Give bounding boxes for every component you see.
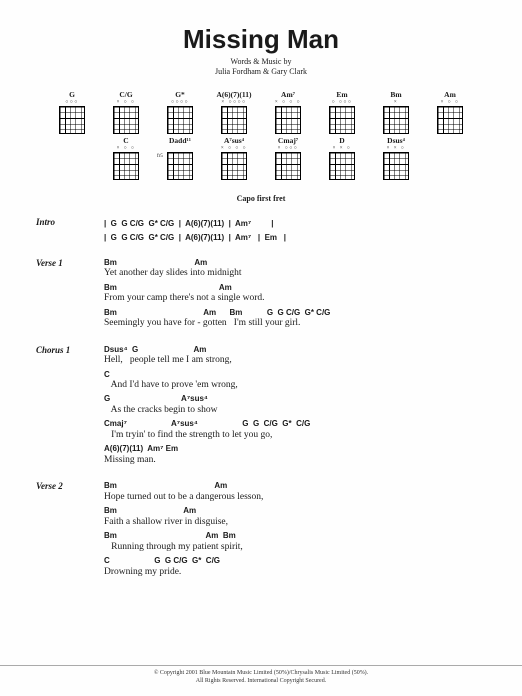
chord-diagram: G*○○○○ [157, 90, 203, 134]
chord-name: D [339, 136, 344, 145]
chord-diagram: C/G× ○ ○ [103, 90, 149, 134]
chord-line: A(6)(7)(11) Am⁷ Em [104, 444, 486, 454]
chord-name: C [123, 136, 128, 145]
chord-line: C [104, 370, 486, 380]
chord-name: C/G [119, 90, 132, 99]
chord-fret-label: fr5 [157, 154, 163, 159]
section-label: Verse 1 [36, 258, 104, 333]
chord-grid [275, 152, 301, 180]
lyric-line: I'm tryin' to find the strength to let y… [104, 429, 486, 441]
chord-line: Cmaj⁷ A⁷sus⁴ G G C/G G* C/G [104, 419, 486, 429]
chord-name: Bm [390, 90, 401, 99]
chord-grid [113, 106, 139, 134]
section: Intro| G G C/G G* C/G | A(6)(7)(11) | Am… [36, 217, 486, 246]
section-body: Bm AmYet another day slides into midnigh… [104, 258, 486, 333]
chord-diagram: G○○○ [49, 90, 95, 134]
section: Chorus 1Dsus⁴ G AmHell, people tell me I… [36, 345, 486, 470]
chord-diagram: A(6)(7)(11)× ○○○○ [211, 90, 257, 134]
chord-name: Dadd¹¹ [169, 136, 191, 145]
chord-diagram: Bm× [373, 90, 419, 134]
chord-grid [167, 106, 193, 134]
chord-diagram: Dsus⁴× × ○ [373, 136, 419, 180]
section-body: Bm AmHope turned out to be a dangerous l… [104, 481, 486, 581]
chord-line: Bm Am Bm [104, 531, 486, 541]
section-body: Dsus⁴ G AmHell, people tell me I am stro… [104, 345, 486, 470]
chord-diagram: A⁷sus⁴× ○ ○ ○ [211, 136, 257, 180]
lyric-line: Seemingly you have for - gotten I'm stil… [104, 317, 486, 329]
lyric-line: Hell, people tell me I am strong, [104, 354, 486, 366]
chord-diagram: Dadd¹¹ fr5 [157, 136, 203, 180]
chord-name: Dsus⁴ [387, 136, 405, 145]
lyric-line: Hope turned out to be a dangerous lesson… [104, 491, 486, 503]
subtitle: Words & Music by [36, 57, 486, 66]
section-label: Verse 2 [36, 481, 104, 581]
chord-name: Cmaj⁷ [278, 136, 298, 145]
chord-grid [221, 152, 247, 180]
chord-diagram: Em○ ○○○ [319, 90, 365, 134]
chord-diagram-grid: G○○○C/G× ○ ○G*○○○○A(6)(7)(11)× ○○○○Am⁷× … [36, 90, 486, 180]
section-label: Chorus 1 [36, 345, 104, 470]
chord-grid [329, 152, 355, 180]
section-body: | G G C/G G* C/G | A(6)(7)(11) | Am⁷ || … [104, 217, 486, 246]
intro-chord-line: | G G C/G G* C/G | A(6)(7)(11) | Am⁷ | [104, 217, 486, 231]
chord-grid [113, 152, 139, 180]
lyric-line: Faith a shallow river in disguise, [104, 516, 486, 528]
section: Verse 1Bm AmYet another day slides into … [36, 258, 486, 333]
chord-grid [383, 106, 409, 134]
chord-name: Am [444, 90, 456, 99]
chord-line: Bm Am Bm G G C/G G* C/G [104, 308, 486, 318]
chord-line: Dsus⁴ G Am [104, 345, 486, 355]
chord-line: G A⁷sus⁴ [104, 394, 486, 404]
lyric-line: Drowning my pride. [104, 566, 486, 578]
chord-name: Am⁷ [281, 90, 295, 99]
chord-line: Bm Am [104, 258, 486, 268]
chord-grid [167, 152, 193, 180]
copyright-footer: © Copyright 2001 Blue Mountain Music Lim… [0, 665, 522, 686]
chord-name: Em [336, 90, 347, 99]
lyric-line: As the cracks begin to show [104, 404, 486, 416]
chord-name: A(6)(7)(11) [217, 90, 252, 99]
lyric-line: From your camp there's not a single word… [104, 292, 486, 304]
chord-diagram: D× × ○ [319, 136, 365, 180]
chord-diagram: Am× ○ ○ [427, 90, 473, 134]
chord-name: G [69, 90, 75, 99]
chord-grid [437, 106, 463, 134]
chord-grid [383, 152, 409, 180]
chord-line: Bm Am [104, 481, 486, 491]
copyright-line: All Rights Reserved. International Copyr… [0, 678, 522, 686]
chord-name: G* [175, 90, 185, 99]
copyright-line: © Copyright 2001 Blue Mountain Music Lim… [0, 670, 522, 678]
chord-diagram: Cmaj⁷× ○○○ [265, 136, 311, 180]
lyric-line: And I'd have to prove 'em wrong, [104, 379, 486, 391]
chord-grid [329, 106, 355, 134]
chord-line: Bm Am [104, 506, 486, 516]
authors: Julia Fordham & Gary Clark [36, 67, 486, 76]
lyric-line: Running through my patient spirit, [104, 541, 486, 553]
chord-diagram: C× ○ ○ [103, 136, 149, 180]
intro-chord-line: | G G C/G G* C/G | A(6)(7)(11) | Am⁷ | E… [104, 231, 486, 245]
song-title: Missing Man [36, 24, 486, 55]
chord-grid [275, 106, 301, 134]
chord-diagram: Am⁷× ○ ○ ○ [265, 90, 311, 134]
lyric-line: Missing man. [104, 454, 486, 466]
chord-grid [59, 106, 85, 134]
section-label: Intro [36, 217, 104, 246]
chord-line: C G G C/G G* C/G [104, 556, 486, 566]
section: Verse 2Bm AmHope turned out to be a dang… [36, 481, 486, 581]
chord-name: A⁷sus⁴ [224, 136, 244, 145]
chord-grid [221, 106, 247, 134]
lyric-line: Yet another day slides into midnight [104, 267, 486, 279]
capo-instruction: Capo first fret [36, 194, 486, 203]
chord-line: Bm Am [104, 283, 486, 293]
